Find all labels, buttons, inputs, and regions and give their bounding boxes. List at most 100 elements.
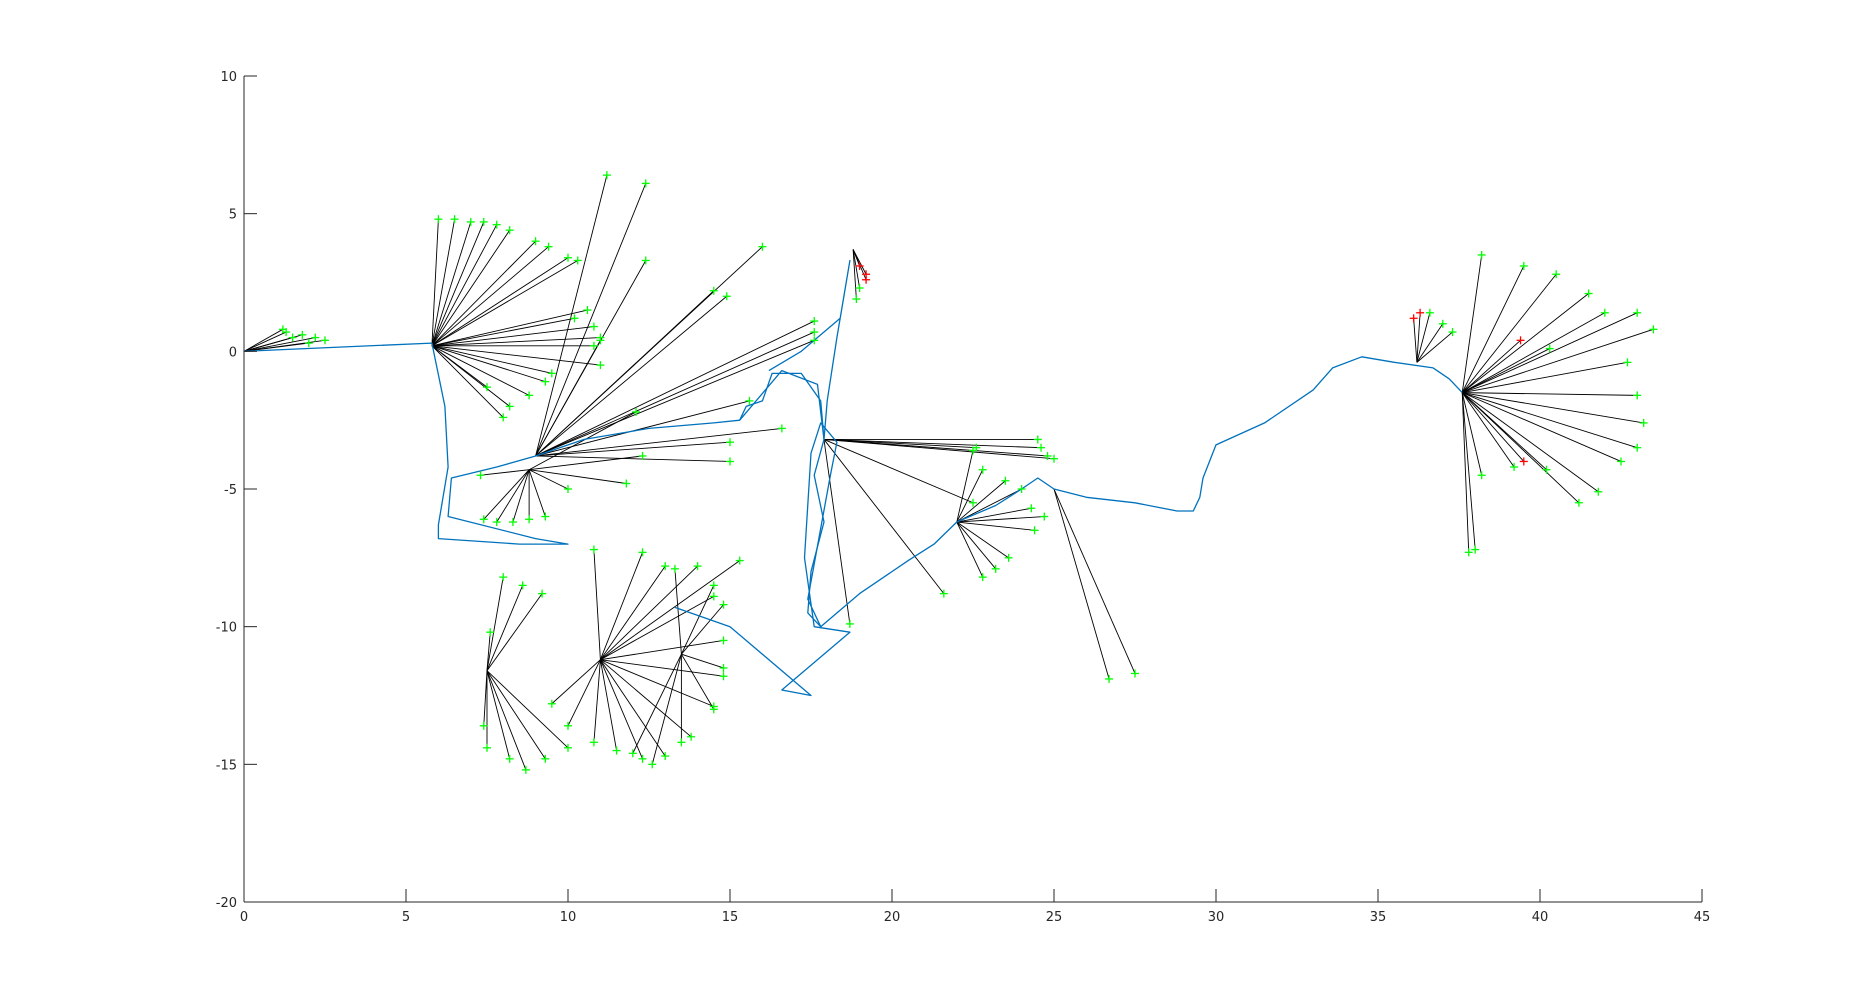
observation-ray — [567, 659, 601, 726]
observation-ray — [535, 183, 647, 457]
observation-ray — [486, 670, 569, 749]
landmark-marker — [298, 330, 307, 339]
landmark-marker — [758, 242, 767, 251]
observation-ray — [431, 224, 498, 347]
observation-ray — [431, 345, 552, 374]
observation-ray — [600, 659, 666, 757]
observation-ray — [632, 654, 682, 754]
landmark-marker — [1438, 319, 1447, 328]
landmark-marker — [677, 738, 686, 747]
landmark-marker — [810, 328, 819, 337]
observation-ray — [1416, 312, 1431, 363]
landmark-marker — [648, 760, 657, 769]
observation-ray — [483, 469, 530, 520]
y-tick-label: -15 — [216, 758, 237, 773]
observation-ray — [431, 257, 569, 347]
landmark-marker — [709, 286, 718, 295]
landmark-marker — [622, 479, 631, 488]
observation-ray — [681, 653, 724, 669]
landmark-marker — [476, 471, 485, 480]
landmark-marker — [508, 518, 517, 527]
observation-ray — [600, 659, 714, 707]
landmark-marker — [583, 306, 592, 315]
observation-ray — [600, 659, 692, 738]
observation-ray — [1461, 392, 1599, 493]
observation-ray — [243, 342, 309, 352]
observation-ray — [535, 295, 728, 457]
trajectory-branch-line — [739, 259, 851, 441]
landmark-marker — [638, 548, 647, 557]
landmark-marker — [479, 515, 488, 524]
observation-ray — [599, 659, 643, 760]
x-tick-label: 5 — [402, 910, 410, 925]
observation-ray — [528, 469, 569, 490]
trajectory-lines — [243, 259, 1463, 697]
observation-ray — [599, 552, 643, 660]
landmark-marker — [521, 765, 530, 774]
observation-ray — [599, 659, 618, 751]
landmark-marker — [479, 217, 488, 226]
landmark-marker — [1519, 261, 1528, 270]
landmark-marker — [632, 407, 641, 416]
observation-ray — [496, 469, 530, 523]
observation-ray — [1461, 392, 1515, 468]
observation-ray — [243, 331, 287, 352]
landmark-marker — [1004, 553, 1013, 562]
x-tick-label: 0 — [240, 910, 248, 925]
observation-ray — [431, 345, 601, 366]
landmark-marker — [1033, 435, 1042, 444]
landmark-marker — [693, 562, 702, 571]
landmark-marker — [719, 672, 728, 681]
landmark-marker — [1030, 526, 1039, 535]
landmark-marker — [735, 556, 744, 565]
observation-ray — [528, 411, 637, 471]
trajectory-line — [243, 342, 1463, 628]
landmark-marker — [1574, 498, 1583, 507]
observation-ray — [823, 438, 1055, 460]
landmark-marker — [1516, 336, 1525, 345]
landmark-marker — [541, 377, 550, 386]
landmark-marker — [505, 754, 514, 763]
observation-ray — [1416, 323, 1444, 363]
landmark-marker — [525, 515, 534, 524]
landmark-marker — [564, 253, 572, 262]
y-tick-label: -5 — [224, 483, 237, 498]
observation-ray — [1461, 392, 1525, 462]
landmark-marker — [1037, 443, 1046, 452]
landmark-marker — [541, 754, 550, 763]
observation-ray — [1416, 331, 1453, 363]
observation-ray — [1462, 361, 1628, 394]
landmark-marker — [1510, 462, 1519, 471]
landmark-marker — [483, 743, 491, 752]
observation-ray — [431, 309, 588, 347]
observation-ray — [431, 317, 575, 347]
observation-ray — [1462, 392, 1622, 462]
observation-ray — [486, 577, 504, 671]
landmark-marker — [505, 402, 514, 411]
observation-ray — [593, 549, 601, 660]
landmark-marker — [573, 256, 582, 265]
landmark-marker — [1017, 485, 1026, 493]
x-tick-label: 40 — [1532, 910, 1549, 925]
landmark-marker — [726, 438, 734, 447]
observation-ray — [1462, 392, 1638, 449]
landmark-marker — [564, 485, 572, 493]
observation-ray — [431, 219, 439, 346]
landmark-marker — [855, 284, 864, 293]
observation-ray — [1461, 273, 1557, 393]
landmark-marker — [1545, 344, 1554, 353]
observation-ray — [1461, 339, 1521, 393]
observation-ray — [1462, 312, 1606, 394]
landmark-marker — [547, 369, 556, 378]
observation-ray — [431, 229, 511, 347]
observation-ray — [431, 246, 549, 347]
observation-ray — [535, 427, 782, 457]
landmark-marker — [541, 512, 550, 521]
observation-ray — [593, 659, 601, 743]
observation-ray — [823, 438, 977, 449]
x-tick-label: 35 — [1370, 910, 1387, 925]
landmark-marker — [661, 752, 670, 761]
landmark-marker — [719, 663, 728, 672]
landmark-marker — [810, 336, 819, 345]
